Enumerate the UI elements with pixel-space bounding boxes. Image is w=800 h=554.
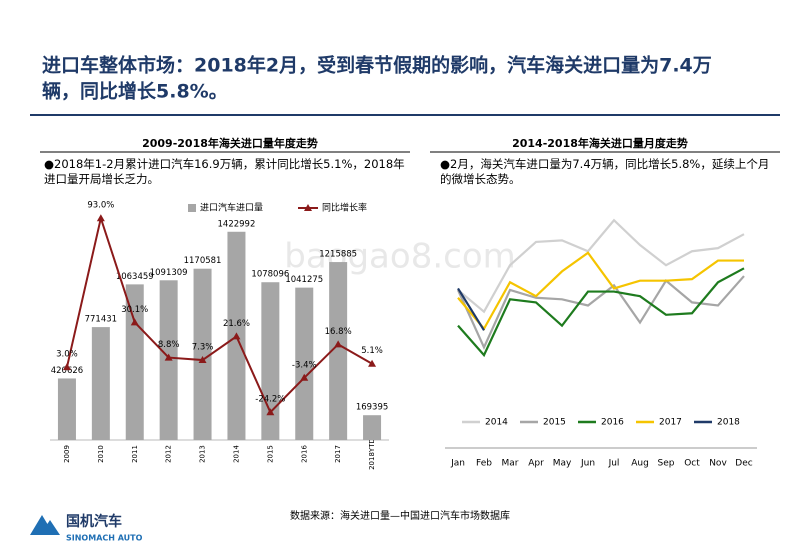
x-tick-label: Dec — [735, 459, 752, 469]
x-tick-label: 2009 — [63, 445, 71, 463]
x-tick-label: Oct — [684, 459, 700, 469]
x-tick-label: Aug — [631, 459, 649, 469]
bar-label: 1041275 — [285, 275, 323, 285]
growth-label: 21.6% — [223, 319, 250, 329]
x-tick-label: Jun — [580, 459, 595, 469]
growth-label: -3.4% — [292, 360, 317, 370]
x-tick-label: May — [553, 459, 572, 469]
x-tick-label: 2013 — [199, 445, 207, 463]
growth-marker — [62, 363, 71, 371]
growth-marker — [198, 356, 207, 364]
growth-marker — [368, 359, 377, 367]
chart-title: 2014-2018年海关进口量月度走势 — [512, 136, 688, 150]
x-tick-label: 2014 — [232, 445, 240, 463]
growth-label: 93.0% — [87, 201, 114, 211]
x-tick-label: 2011 — [131, 445, 139, 463]
growth-label: 5.1% — [361, 346, 383, 356]
growth-line — [65, 214, 373, 414]
slide-title: 辆，同比增长5.8%。 — [42, 80, 228, 103]
x-tick-label: 2016 — [300, 445, 308, 463]
chart-title: 2009-2018年海关进口量年度走势 — [142, 136, 318, 150]
logo-icon — [30, 515, 60, 535]
bar-label: 1170581 — [184, 256, 222, 266]
growth-marker — [232, 332, 241, 340]
growth-label: 30.1% — [121, 305, 148, 315]
growth-marker — [164, 353, 173, 361]
x-tick-label: Feb — [476, 459, 492, 469]
growth-label: -24.2% — [255, 395, 285, 405]
bar — [261, 282, 280, 440]
bar-label: 1063459 — [116, 272, 154, 282]
bar-label: 1078096 — [251, 270, 289, 280]
bar — [363, 415, 382, 440]
x-tick-label: Jul — [608, 459, 620, 469]
legend-label: 2016 — [601, 418, 624, 428]
bar-label: 1091309 — [150, 268, 188, 278]
bar — [57, 378, 76, 440]
bar-label: 1422992 — [218, 219, 256, 229]
growth-marker — [334, 340, 343, 348]
legend-marker — [304, 204, 312, 211]
series-line — [457, 251, 744, 331]
bar — [295, 287, 314, 440]
bar — [91, 327, 110, 440]
growth-marker — [130, 318, 139, 326]
bar-label: 1215885 — [319, 250, 357, 260]
legend-label: 2015 — [543, 418, 566, 428]
growth-marker — [266, 408, 275, 416]
slide-title: 进口车整体市场：2018年2月，受到春节假期的影响，汽车海关进口量为7.4万 — [42, 54, 712, 77]
x-tick-label: Mar — [502, 459, 519, 469]
growth-label: 3.0% — [56, 350, 78, 360]
series-line — [457, 218, 745, 314]
x-tick-label: 2015 — [266, 445, 274, 463]
bar — [125, 284, 144, 440]
growth-marker — [96, 214, 105, 222]
bar — [193, 268, 212, 440]
growth-label: 8.8% — [158, 340, 180, 350]
watermark: baogao8.com — [284, 237, 516, 277]
growth-label: 7.3% — [192, 343, 214, 353]
legend-label: 2017 — [659, 418, 682, 428]
growth-label: 16.8% — [325, 327, 352, 337]
legend-label: 进口汽车进口量 — [200, 202, 263, 214]
x-tick-label: Nov — [709, 459, 727, 469]
bar — [329, 262, 348, 440]
bar-label: 771431 — [85, 315, 117, 325]
x-tick-label: 2017 — [334, 445, 342, 463]
series-line — [456, 275, 745, 351]
legend-label: 2014 — [485, 418, 508, 428]
x-tick-label: Apr — [528, 459, 544, 469]
legend-label: 2018 — [717, 418, 740, 428]
legend-label: 同比增长率 — [322, 202, 367, 214]
logo-english: SINOMACH AUTO — [66, 534, 143, 543]
x-tick-label: Jan — [450, 459, 465, 469]
logo-name: 国机汽车 — [66, 513, 122, 530]
bar-label: 169395 — [356, 403, 388, 413]
bar-label: 420626 — [51, 366, 83, 376]
x-tick-label: Sep — [658, 459, 675, 469]
note: ●2018年1-2月累计进口汽车16.9万辆，累计同比增长5.1%，2018年进… — [44, 157, 405, 186]
source: 数据来源：海关进口量—中国进口汽车市场数据库 — [290, 509, 510, 522]
series-line — [457, 287, 485, 331]
x-tick-label: 2018YTD — [368, 438, 376, 470]
note: ●2月，海关汽车进口量为7.4万辆，同比增长5.8%，延续上个月的微增长态势。 — [440, 157, 770, 186]
growth-marker — [300, 373, 309, 381]
x-tick-label: 2010 — [97, 445, 105, 463]
x-tick-label: 2012 — [165, 445, 173, 463]
series-line — [457, 267, 745, 358]
legend-swatch — [188, 204, 196, 212]
